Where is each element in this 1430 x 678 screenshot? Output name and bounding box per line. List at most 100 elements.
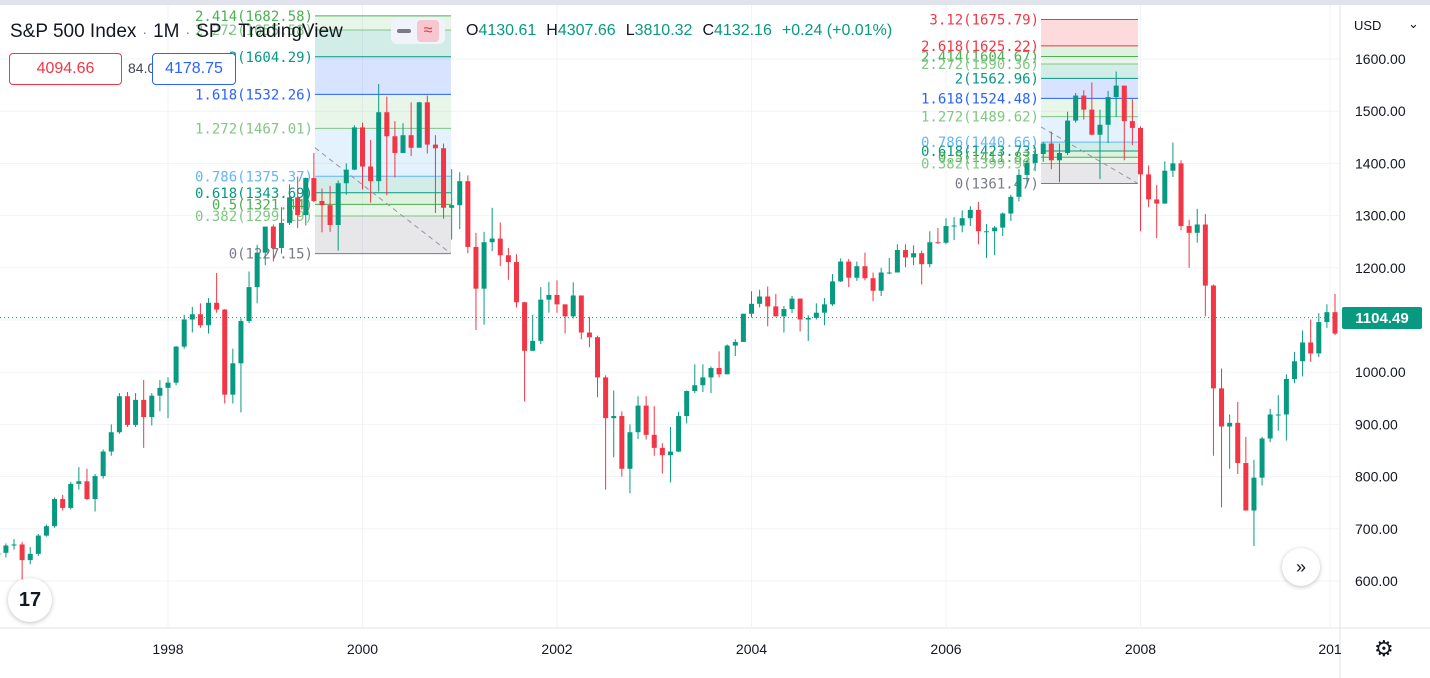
- candle-body: [870, 278, 876, 291]
- symbol-name[interactable]: S&P 500 Index: [10, 21, 137, 42]
- candle-body: [1121, 85, 1127, 122]
- candle-body: [1186, 226, 1192, 233]
- candle-body: [854, 266, 860, 278]
- tradingview-logo-icon[interactable]: 17: [8, 578, 52, 622]
- fib-level-label: 0.786(1440.66): [921, 135, 1039, 151]
- interval-label[interactable]: 1M: [153, 21, 180, 42]
- currency-selector[interactable]: USD: [1354, 18, 1382, 33]
- ohlc-key: H: [546, 22, 558, 39]
- candle-body: [505, 255, 511, 263]
- candle-body: [676, 416, 682, 452]
- candle-body: [562, 304, 568, 317]
- candle-body: [894, 250, 900, 273]
- ohlc-value: 4130.61: [478, 22, 537, 39]
- ohlc-value: 4132.16: [714, 22, 772, 39]
- fib-level-label: 0.5(1411.83): [938, 150, 1039, 166]
- wave-icon[interactable]: ≈: [417, 20, 439, 42]
- chevron-down-icon[interactable]: ⌄: [1408, 16, 1419, 31]
- ohlc-key: C: [702, 22, 715, 39]
- price-tick-label: 600.00: [1355, 573, 1398, 589]
- scroll-to-realtime-button[interactable]: »: [1282, 548, 1320, 586]
- price-tick-label: 700.00: [1355, 521, 1398, 537]
- fib-zone: [315, 216, 451, 254]
- candle-body: [902, 250, 908, 258]
- candle-body: [270, 226, 276, 248]
- candle-body: [975, 209, 981, 232]
- price-tick-label: 1300.00: [1355, 208, 1406, 224]
- chart-canvas[interactable]: 600.00700.00800.00900.001000.001100.0012…: [0, 5, 1430, 678]
- candle-body: [967, 209, 973, 219]
- candle-body: [740, 313, 746, 342]
- sell-button[interactable]: 4094.66: [9, 53, 122, 85]
- candle-body: [408, 135, 414, 148]
- candle-body: [84, 481, 90, 500]
- candle-body: [1243, 463, 1249, 511]
- candle-body: [919, 253, 925, 265]
- candle-body: [1000, 213, 1006, 228]
- price-tick-label: 1000.00: [1355, 364, 1406, 380]
- fib-level-label: 2(1562.96): [955, 71, 1039, 87]
- ohlc-value: +0.24 (+0.01%): [781, 22, 893, 39]
- candle-body: [262, 226, 268, 253]
- gear-icon[interactable]: ⚙: [1374, 636, 1394, 661]
- candle-body: [303, 178, 309, 216]
- candle-body: [165, 382, 171, 388]
- candle-body: [773, 306, 779, 317]
- candle-body: [222, 309, 228, 395]
- candle-body: [595, 337, 601, 378]
- candle-body: [295, 197, 301, 216]
- time-tick-label: 1998: [152, 641, 183, 657]
- candle-body: [424, 102, 430, 145]
- double-chevron-right-icon: »: [1295, 556, 1306, 577]
- fib-trend-line: [1040, 126, 1139, 184]
- candle-body: [935, 242, 941, 244]
- candle-body: [538, 299, 544, 341]
- candle-body: [335, 183, 341, 225]
- candle-body: [1291, 361, 1297, 379]
- fib-level-label: 1.272(1489.62): [921, 110, 1039, 126]
- candle-body: [1129, 121, 1135, 128]
- minus-icon[interactable]: [397, 29, 411, 33]
- candle-body: [238, 321, 244, 364]
- candle-body: [513, 262, 519, 303]
- fib-level-label: 0(1361.47): [955, 177, 1039, 193]
- candle-body: [1048, 143, 1054, 161]
- candle-body: [821, 304, 827, 313]
- candle-body: [1283, 378, 1289, 415]
- symbol-header[interactable]: S&P 500 Index · 1M · SP · TradingView: [10, 20, 343, 44]
- candle-body: [1235, 422, 1241, 464]
- candle-body: [457, 181, 463, 206]
- fib-level-label: 3.12(1675.79): [929, 12, 1039, 28]
- candle-body: [781, 309, 787, 317]
- fib-zone: [315, 176, 451, 193]
- price-tick-label: 1600.00: [1355, 51, 1406, 67]
- candle-body: [11, 544, 17, 546]
- fib-zone: [315, 128, 451, 177]
- fib-zone: [1041, 64, 1138, 79]
- ohlc-key: L: [625, 22, 635, 39]
- buy-button[interactable]: 4178.75: [152, 53, 236, 85]
- price-tick-label: 1200.00: [1355, 260, 1406, 276]
- indicator-toggle-buttons[interactable]: ≈: [391, 18, 445, 44]
- candle-body: [489, 238, 495, 243]
- candle-body: [603, 377, 609, 419]
- fib-zone: [1041, 157, 1138, 164]
- candle-body: [797, 298, 803, 320]
- candle-body: [959, 218, 965, 226]
- candle-body: [360, 127, 365, 167]
- fib-level-label: 2(1604.29): [229, 50, 313, 66]
- candle-body: [554, 294, 560, 305]
- fib-level-label: 2.618(1625.22): [921, 39, 1039, 55]
- candle-body: [878, 272, 884, 291]
- candle-body: [432, 144, 438, 149]
- fib-level-label: 0.618(1423.73): [921, 144, 1039, 160]
- fib-zone: [315, 94, 451, 129]
- candle-body: [522, 302, 528, 351]
- source-label: TradingView: [238, 21, 343, 42]
- candle-body: [343, 169, 349, 184]
- candle-body: [927, 242, 933, 265]
- candle-body: [1073, 95, 1079, 121]
- candle-body: [643, 405, 649, 435]
- candle-body: [1267, 414, 1273, 439]
- candle-body: [846, 261, 852, 278]
